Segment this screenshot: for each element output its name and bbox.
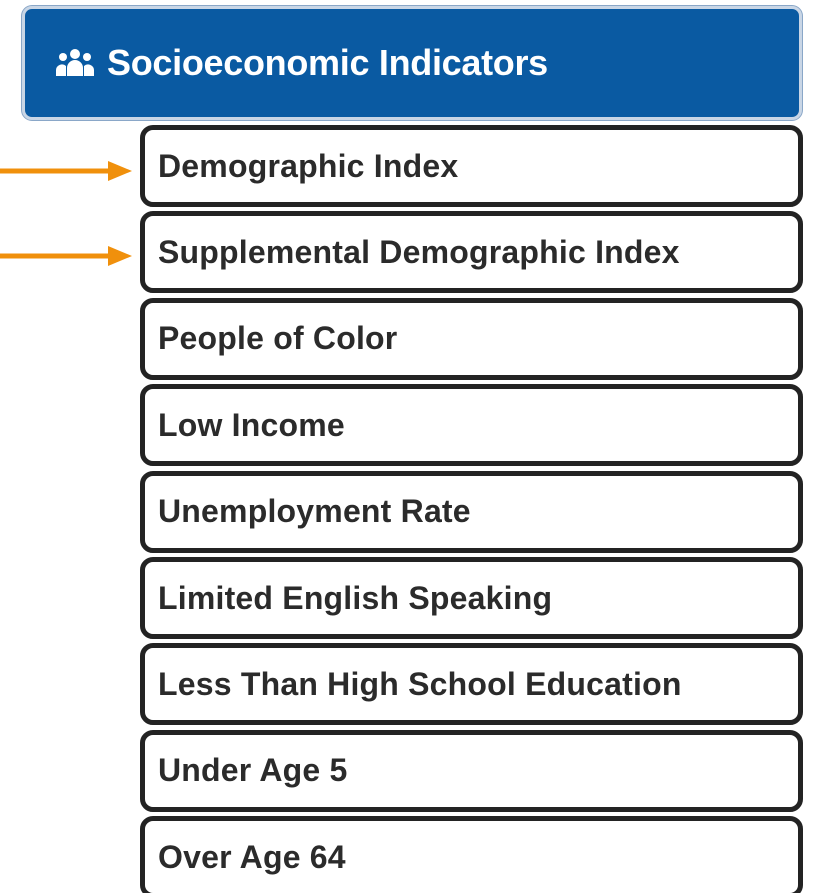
- indicator-label: Over Age 64: [158, 838, 346, 875]
- indicator-label: Supplemental Demographic Index: [158, 233, 680, 270]
- indicator-option[interactable]: Less Than High School Education: [140, 643, 803, 726]
- indicator-option[interactable]: Limited English Speaking: [140, 557, 803, 639]
- section-header[interactable]: Socioeconomic Indicators: [22, 6, 802, 120]
- indicator-label: Limited English Speaking: [158, 579, 553, 616]
- indicator-option[interactable]: Low Income: [140, 384, 803, 467]
- indicator-label: Demographic Index: [158, 147, 459, 184]
- indicator-option[interactable]: Demographic Index: [140, 125, 803, 207]
- indicator-label: Under Age 5: [158, 752, 348, 789]
- indicator-option[interactable]: Unemployment Rate: [140, 470, 803, 553]
- indicator-label: Less Than High School Education: [158, 665, 682, 702]
- highlight-arrow: [0, 246, 132, 266]
- indicator-option[interactable]: Under Age 5: [140, 729, 803, 812]
- people-icon: [56, 49, 94, 76]
- indicator-label: Low Income: [158, 406, 345, 443]
- indicator-option[interactable]: People of Color: [140, 297, 803, 380]
- highlight-arrow: [0, 161, 132, 181]
- indicator-option[interactable]: Supplemental Demographic Index: [140, 211, 803, 294]
- indicator-label: Unemployment Rate: [158, 493, 471, 530]
- header-title: Socioeconomic Indicators: [107, 42, 548, 83]
- indicator-option[interactable]: Over Age 64: [140, 816, 803, 893]
- indicator-label: People of Color: [158, 320, 398, 357]
